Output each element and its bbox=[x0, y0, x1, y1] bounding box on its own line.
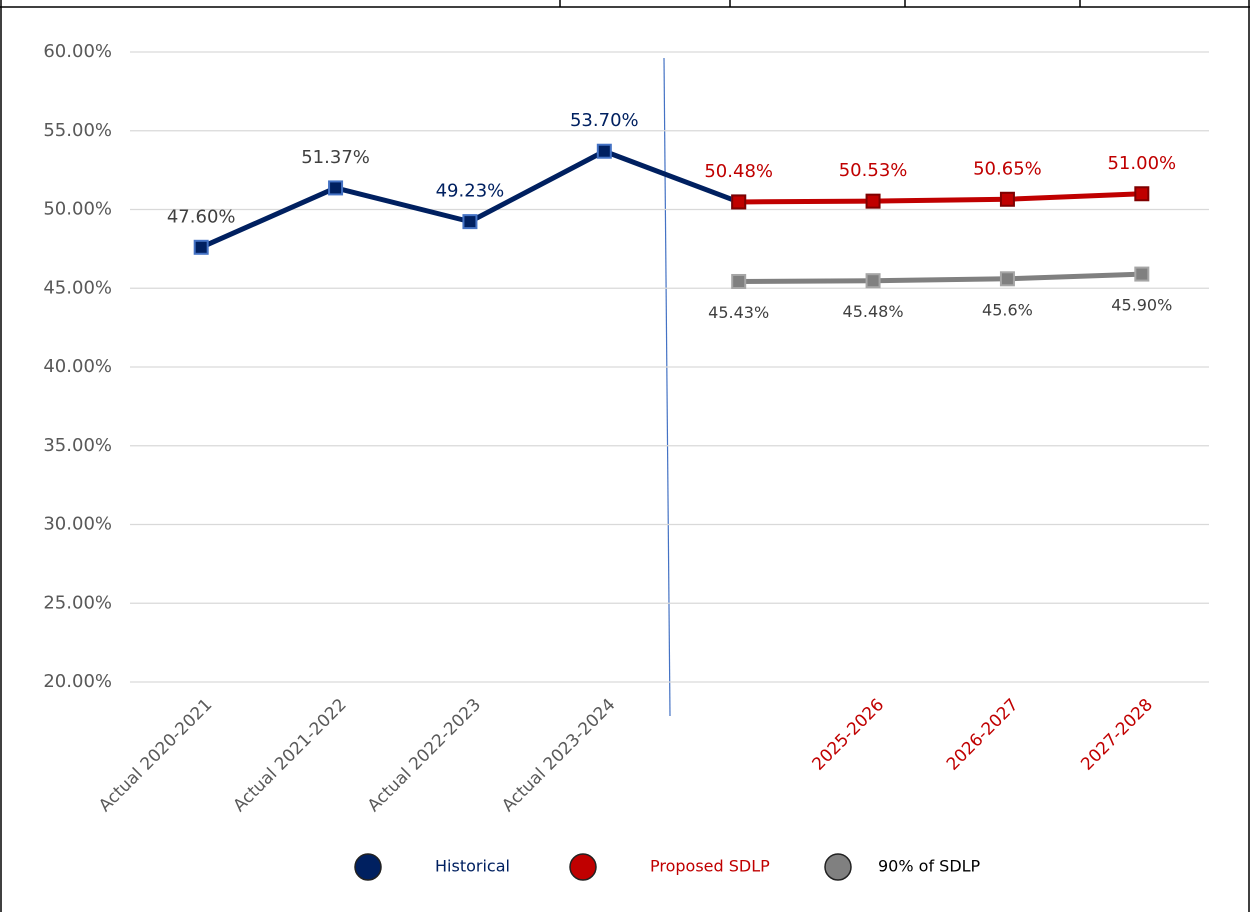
marker bbox=[1134, 266, 1150, 282]
marker bbox=[865, 273, 881, 289]
series-line bbox=[738, 271, 1142, 284]
data-label: 50.48% bbox=[704, 161, 773, 182]
legend-swatch bbox=[354, 853, 382, 881]
data-label: 45.48% bbox=[843, 302, 904, 321]
marker bbox=[596, 143, 612, 159]
y-tick-label: 35.00% bbox=[43, 435, 112, 456]
data-label: 51.00% bbox=[1107, 153, 1176, 174]
data-label: 47.60% bbox=[167, 206, 236, 227]
x-tick-label: 2025-2026 bbox=[808, 695, 888, 775]
marker bbox=[193, 239, 209, 255]
marker bbox=[462, 214, 478, 230]
series-line bbox=[738, 191, 1142, 205]
x-tick-label: Actual 2021-2022 bbox=[229, 695, 350, 816]
data-label: 50.65% bbox=[973, 158, 1042, 179]
data-label: 53.70% bbox=[570, 110, 639, 131]
data-label: 45.90% bbox=[1111, 296, 1172, 315]
y-tick-label: 50.00% bbox=[43, 199, 112, 220]
legend-swatch bbox=[569, 853, 597, 881]
y-tick-label: 20.00% bbox=[43, 671, 112, 692]
y-tick-label: 40.00% bbox=[43, 356, 112, 377]
marker bbox=[865, 193, 881, 209]
marker bbox=[731, 194, 747, 210]
y-tick-label: 25.00% bbox=[43, 592, 112, 613]
data-label: 51.37% bbox=[301, 147, 370, 168]
x-tick-label: 2027-2028 bbox=[1077, 695, 1157, 775]
marker bbox=[999, 271, 1015, 287]
x-tick-label: Actual 2023-2024 bbox=[498, 695, 619, 816]
data-label: 49.23% bbox=[436, 181, 505, 202]
marker bbox=[731, 273, 747, 289]
data-label: 50.53% bbox=[839, 160, 908, 181]
y-tick-label: 55.00% bbox=[43, 120, 112, 141]
y-tick-label: 45.00% bbox=[43, 277, 112, 298]
data-label: 45.6% bbox=[982, 300, 1033, 319]
y-tick-label: 30.00% bbox=[43, 514, 112, 535]
y-tick-label: 60.00% bbox=[43, 41, 112, 62]
legend-label: Proposed SDLP bbox=[650, 857, 770, 876]
data-label: 45.43% bbox=[708, 303, 769, 322]
legend-label: Historical bbox=[435, 857, 510, 876]
marker bbox=[328, 180, 344, 196]
x-tick-label: 2026-2027 bbox=[943, 695, 1023, 775]
x-tick-label: Actual 2020-2021 bbox=[95, 695, 216, 816]
marker bbox=[999, 191, 1015, 207]
legend-swatch bbox=[824, 853, 852, 881]
legend-label: 90% of SDLP bbox=[878, 857, 981, 876]
marker bbox=[1134, 186, 1150, 202]
x-tick-label: Actual 2022-2023 bbox=[364, 695, 485, 816]
period-divider bbox=[663, 57, 671, 717]
